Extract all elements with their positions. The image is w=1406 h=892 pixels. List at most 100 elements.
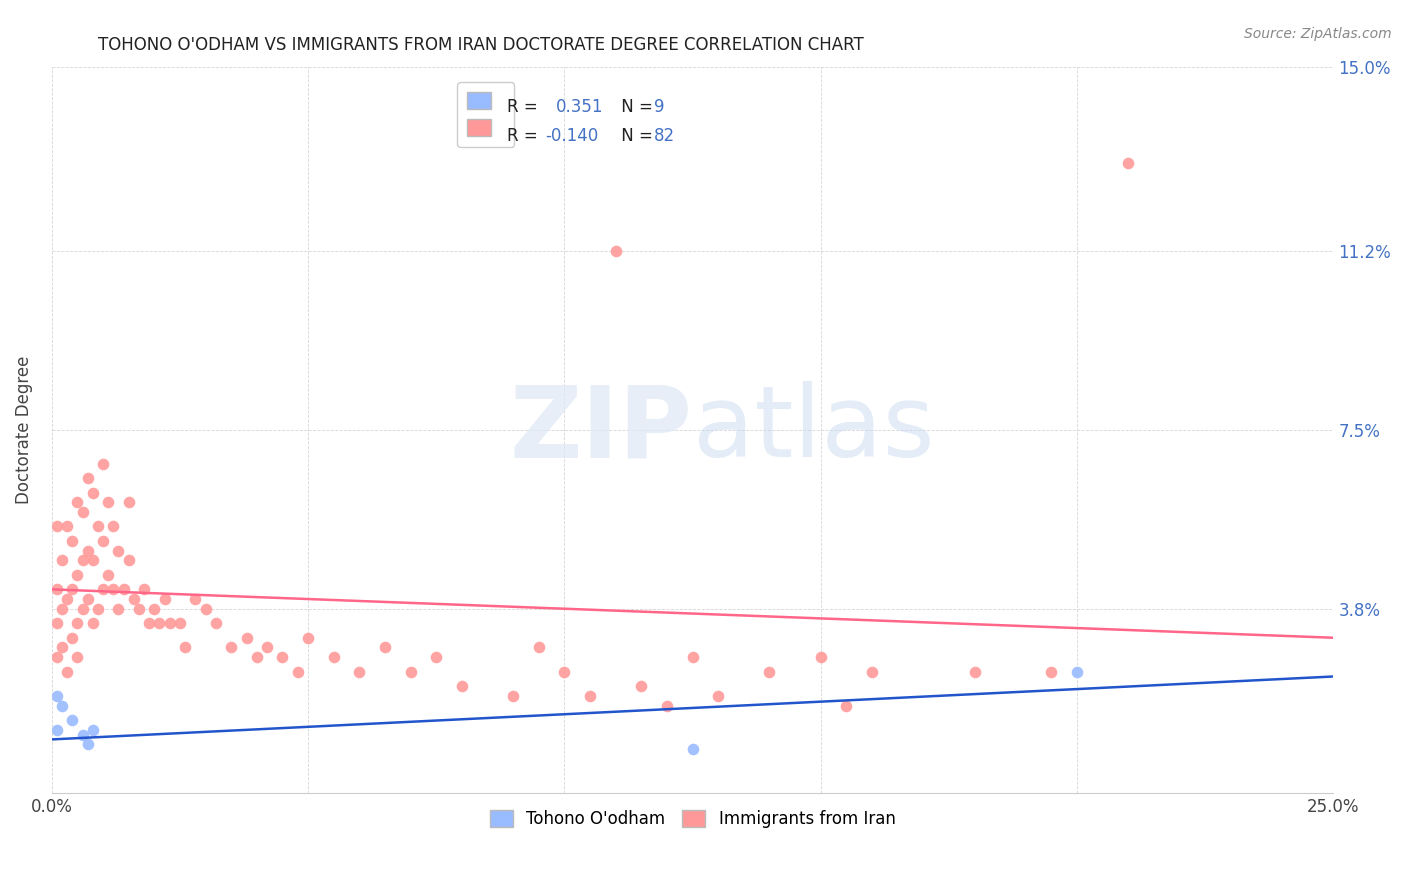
Point <box>51 553 73 567</box>
Point <box>60 533 83 548</box>
Point <box>66 567 89 582</box>
Point <box>707 689 730 703</box>
Point <box>66 650 89 665</box>
Point <box>76 737 98 751</box>
Point <box>56 519 79 533</box>
Point <box>82 723 104 737</box>
Point <box>287 665 309 679</box>
Text: 0.351: 0.351 <box>555 97 603 116</box>
Point <box>502 689 524 703</box>
Text: R =: R = <box>506 127 543 145</box>
Point <box>219 640 242 655</box>
Point <box>527 640 550 655</box>
Point <box>60 631 83 645</box>
Point <box>399 665 422 679</box>
Point <box>56 665 79 679</box>
Point <box>66 616 89 631</box>
Point <box>174 640 197 655</box>
Point <box>132 582 155 597</box>
Point <box>184 592 207 607</box>
Point <box>122 592 145 607</box>
Point <box>97 495 120 509</box>
Point <box>82 553 104 567</box>
Point <box>271 650 294 665</box>
Point <box>204 616 226 631</box>
Point <box>138 616 160 631</box>
Point <box>76 471 98 485</box>
Point <box>82 485 104 500</box>
Point <box>91 533 114 548</box>
Point <box>1066 665 1088 679</box>
Point <box>45 582 67 597</box>
Point <box>153 592 176 607</box>
Point <box>297 631 319 645</box>
Text: atlas: atlas <box>693 381 934 478</box>
Text: 9: 9 <box>654 97 665 116</box>
Point <box>148 616 170 631</box>
Point <box>860 665 883 679</box>
Point <box>835 698 858 713</box>
Point <box>117 553 139 567</box>
Point <box>655 698 678 713</box>
Point <box>45 689 67 703</box>
Y-axis label: Doctorate Degree: Doctorate Degree <box>15 355 32 504</box>
Point <box>45 519 67 533</box>
Point <box>1118 156 1140 170</box>
Point <box>143 601 166 615</box>
Point <box>322 650 344 665</box>
Point <box>107 543 129 558</box>
Point <box>159 616 181 631</box>
Text: Source: ZipAtlas.com: Source: ZipAtlas.com <box>1244 27 1392 41</box>
Point <box>87 601 110 615</box>
Text: 82: 82 <box>654 127 675 145</box>
Point <box>810 650 832 665</box>
Point <box>107 601 129 615</box>
Point <box>76 543 98 558</box>
Point <box>72 553 94 567</box>
Point <box>425 650 447 665</box>
Point <box>758 665 780 679</box>
Point <box>45 650 67 665</box>
Text: TOHONO O'ODHAM VS IMMIGRANTS FROM IRAN DOCTORATE DEGREE CORRELATION CHART: TOHONO O'ODHAM VS IMMIGRANTS FROM IRAN D… <box>98 36 865 54</box>
Point <box>45 723 67 737</box>
Point <box>87 519 110 533</box>
Point <box>91 582 114 597</box>
Point <box>682 742 704 756</box>
Point <box>553 665 575 679</box>
Point <box>103 582 125 597</box>
Point <box>60 713 83 727</box>
Point <box>103 519 125 533</box>
Point <box>97 567 120 582</box>
Point <box>128 601 150 615</box>
Point <box>45 616 67 631</box>
Point <box>66 495 89 509</box>
Point <box>963 665 986 679</box>
Point <box>235 631 257 645</box>
Point <box>51 601 73 615</box>
Point <box>112 582 135 597</box>
Point <box>72 601 94 615</box>
Point <box>682 650 704 665</box>
Point <box>579 689 602 703</box>
Point <box>51 698 73 713</box>
Text: ZIP: ZIP <box>510 381 693 478</box>
Point <box>117 495 139 509</box>
Point <box>51 640 73 655</box>
Point <box>451 679 474 693</box>
Text: N =: N = <box>616 127 658 145</box>
Point <box>169 616 191 631</box>
Point <box>72 728 94 742</box>
Point <box>194 601 217 615</box>
Point <box>82 616 104 631</box>
Legend: Tohono O'odham, Immigrants from Iran: Tohono O'odham, Immigrants from Iran <box>482 804 903 835</box>
Point <box>605 244 627 258</box>
Point <box>630 679 652 693</box>
Point <box>72 505 94 519</box>
Text: -0.140: -0.140 <box>546 127 599 145</box>
Text: N =: N = <box>616 97 658 116</box>
Point <box>76 592 98 607</box>
Point <box>349 665 371 679</box>
Point <box>56 592 79 607</box>
Point <box>91 457 114 471</box>
Point <box>1040 665 1063 679</box>
